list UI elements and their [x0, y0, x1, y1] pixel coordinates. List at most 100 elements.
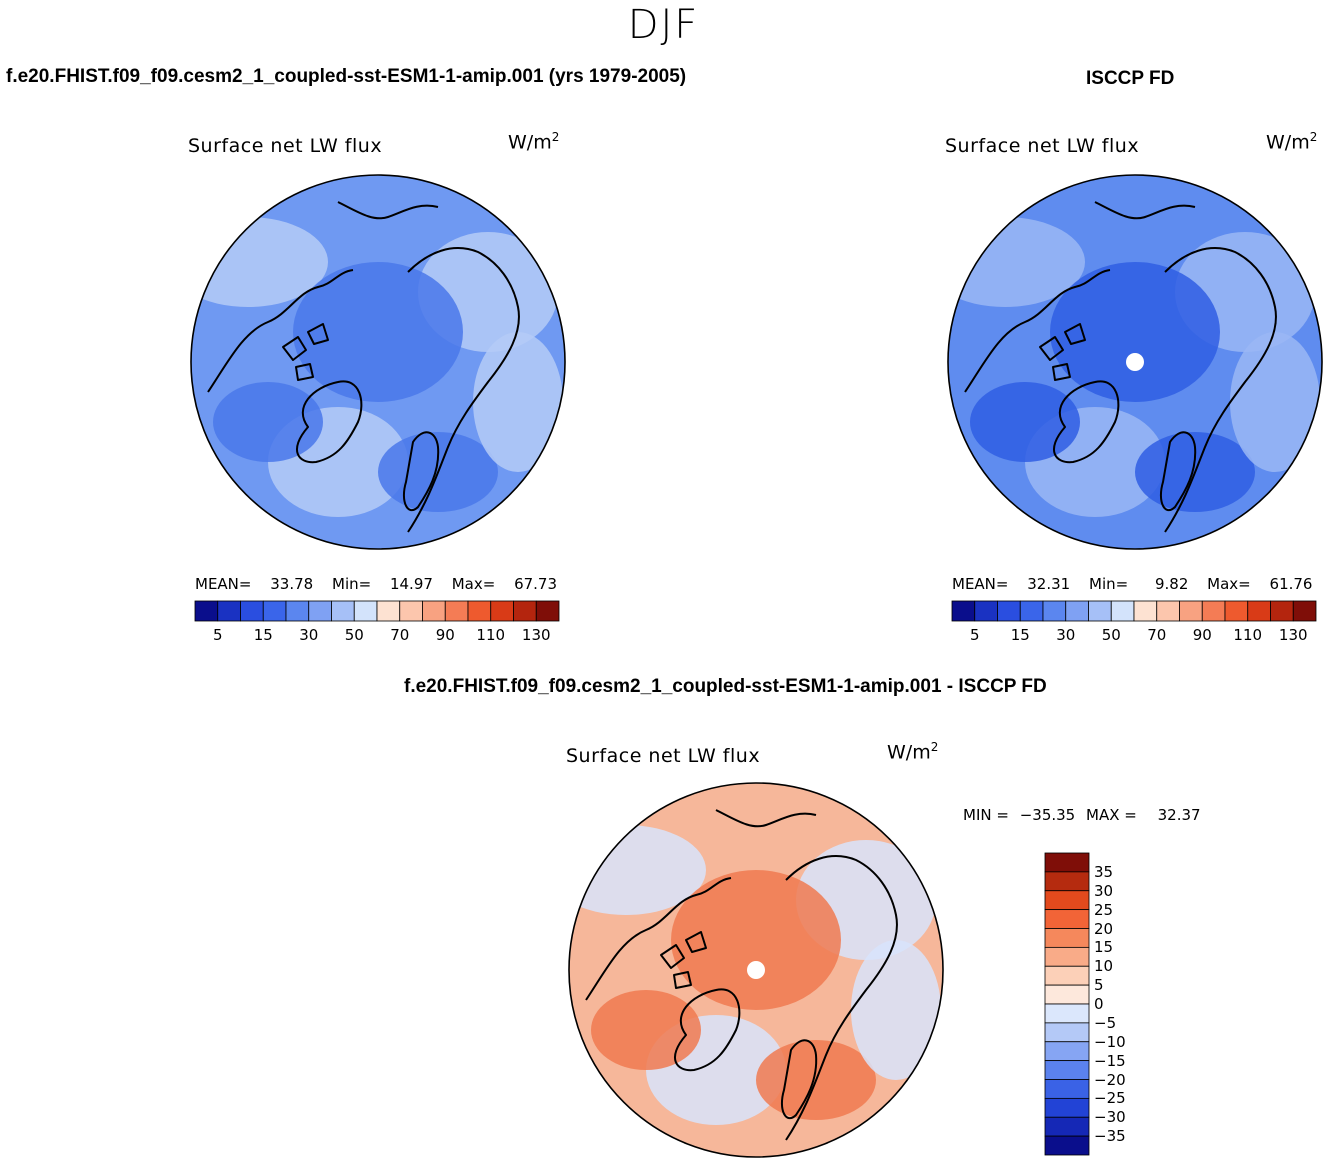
coastline [1053, 380, 1120, 464]
coastline [1039, 336, 1064, 361]
coastline [964, 269, 1111, 393]
colorbar-swatch [376, 600, 401, 622]
colorbar-obs-ticks: 5 15 30 50 70 90 110 130 [952, 626, 1316, 646]
coastline [1052, 363, 1071, 381]
colorbar-swatch [974, 600, 998, 622]
colorbar-swatch [1292, 600, 1317, 622]
coastline [715, 809, 817, 828]
panel-diff-header: f.e20.FHIST.f09_f09.cesm2_1_coupled-sst-… [404, 676, 1047, 697]
colorbar-tick-label: 50 [1101, 626, 1121, 644]
colorbar-swatch [353, 600, 378, 622]
colorbar-swatch [194, 600, 219, 622]
field-patch [671, 870, 841, 1010]
colorbar-swatch [1044, 871, 1090, 892]
min-label: Min= [1089, 575, 1129, 593]
max-value: 67.73 [514, 575, 558, 593]
colorbar-swatch [1044, 1060, 1090, 1080]
colorbar-swatch [1156, 600, 1180, 622]
pole-hole [1126, 353, 1144, 371]
colorbar-tick-label: 15 [1094, 938, 1114, 957]
colorbar-swatch [997, 600, 1021, 622]
colorbar-swatch [240, 600, 264, 622]
colorbar-tick-label: 5 [212, 626, 223, 644]
colorbar-swatch [1044, 1079, 1090, 1099]
max-label: Max= [451, 575, 496, 593]
colorbar-obs [951, 600, 1317, 622]
colorbar-swatch [262, 600, 287, 622]
mean-value: 33.78 [270, 575, 314, 593]
map-boundary [947, 174, 1323, 550]
colorbar-swatch [1270, 600, 1294, 622]
colorbar-tick-label: 10 [1094, 957, 1114, 976]
field-patch [1050, 262, 1220, 402]
coastline [337, 201, 439, 220]
coastline [407, 247, 520, 533]
colorbar-tick-label: 0 [1094, 995, 1104, 1013]
max-label: MAX = [1086, 806, 1137, 824]
colorbar-swatch [1044, 1003, 1090, 1024]
coastline [1094, 201, 1196, 220]
colorbar-tick-label: 35 [1094, 862, 1114, 881]
colorbar-swatch [1044, 946, 1090, 967]
mean-label: MEAN= [195, 575, 252, 593]
colorbar-tick-label: −35 [1094, 1127, 1126, 1146]
min-value: 9.82 [1154, 575, 1189, 593]
coastline [673, 971, 692, 989]
colorbar-tick-label: 30 [1094, 881, 1114, 900]
colorbar-swatch [1065, 600, 1089, 622]
mean-value: 32.31 [1027, 575, 1071, 593]
colorbar-diff [1044, 852, 1090, 1156]
coastline [780, 1039, 818, 1120]
colorbar-swatch [1044, 852, 1090, 873]
coastline [296, 380, 363, 464]
colorbar-tick-label: 5 [1094, 976, 1104, 995]
colorbar-tick-label: 15 [253, 626, 273, 644]
colorbar-tick-label: 30 [299, 626, 319, 644]
colorbar-tick-label: 20 [1094, 919, 1114, 938]
colorbar-swatch [1133, 600, 1158, 622]
colorbar-tick-label: 30 [1056, 626, 1076, 644]
map-boundary [568, 782, 944, 1158]
field-patch [1230, 332, 1320, 472]
colorbar-tick-label: −25 [1094, 1089, 1126, 1108]
panel-model-stats: MEAN= 33.78 Min= 14.97 Max= 67.73 [195, 575, 557, 593]
coastline [1064, 323, 1086, 345]
colorbar-tick-label: 130 [521, 626, 551, 644]
colorbar-swatch [217, 600, 241, 622]
colorbar-swatch [513, 600, 537, 622]
panel-diff-stats: MIN = −35.35 MAX = 32.37 [963, 806, 1201, 824]
min-value: 14.97 [389, 575, 433, 593]
max-value: 61.76 [1269, 575, 1313, 593]
min-label: MIN = [963, 806, 1009, 824]
colorbar-swatch [1044, 890, 1090, 911]
colorbar-model-ticks: 5 15 30 50 70 90 110 130 [195, 626, 559, 646]
panel-obs-units: W/m2 [1266, 130, 1318, 154]
map-boundary [190, 174, 566, 550]
colorbar-diff-ticks: 35 30 25 20 15 10 5 0 −5 −10 −15 −20 −25 −30 −35 [1094, 853, 1154, 1155]
colorbar-tick-label: −20 [1094, 1070, 1126, 1089]
colorbar-tick-label: 70 [390, 626, 410, 644]
polar-map-model [190, 174, 566, 550]
polar-map-obs [947, 174, 1323, 550]
coastline [785, 855, 898, 1141]
colorbar-swatch [1179, 600, 1203, 622]
colorbar-swatch [1201, 600, 1226, 622]
coastline [282, 336, 307, 361]
colorbar-tick-label: 110 [1233, 626, 1263, 644]
colorbar-swatch [1044, 1041, 1090, 1062]
colorbar-swatch [1044, 1116, 1090, 1137]
colorbar-tick-label: −15 [1094, 1051, 1126, 1070]
panel-diff-units: W/m2 [887, 740, 939, 764]
coastline [660, 944, 685, 969]
pole-hole [747, 961, 765, 979]
mean-label: MEAN= [952, 575, 1009, 593]
panel-obs-variable: Surface net LW flux [945, 135, 1140, 157]
colorbar-tick-label: 90 [1192, 626, 1212, 644]
colorbar-tick-label: 25 [1094, 900, 1114, 919]
colorbar-swatch [331, 600, 355, 622]
colorbar-swatch [1044, 965, 1090, 986]
field-patch [473, 332, 563, 472]
colorbar-swatch [1044, 1022, 1090, 1043]
colorbar-swatch [1044, 984, 1090, 1005]
colorbar-swatch [1110, 600, 1135, 622]
